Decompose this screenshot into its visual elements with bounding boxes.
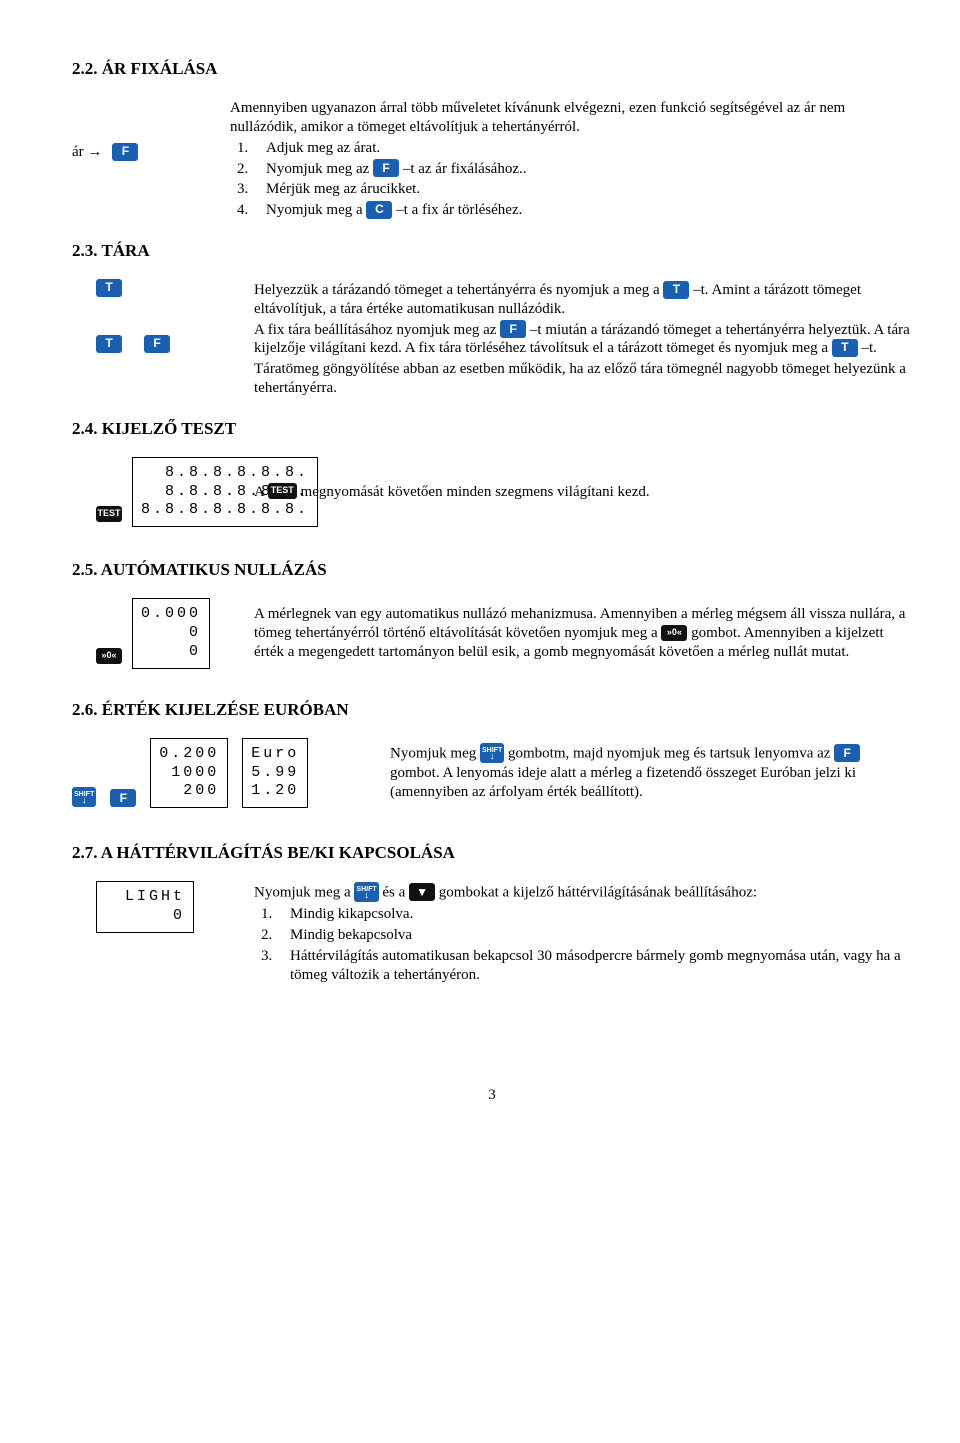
f-key-icon: F	[144, 335, 170, 353]
lcd-line: 1.20	[251, 782, 299, 801]
text: és a	[379, 885, 409, 901]
text: A fix tára beállításához nyomjuk meg az	[254, 322, 500, 338]
heading-2-3: 2.3. TÁRA	[72, 240, 912, 261]
text: gombokat a kijelz	[435, 885, 546, 901]
text: Nyomjuk meg az	[266, 161, 373, 177]
page-number: 3	[72, 1086, 912, 1105]
shift-key-icon: SHIFT↓	[72, 787, 96, 807]
section-2-2-body: Amennyiben ugyanazon árral több művelete…	[230, 97, 912, 222]
steps-list: Adjuk meg az árat. Nyomjuk meg az F –t a…	[230, 139, 912, 220]
step-4: Nyomjuk meg a C –t a fix ár törléséhez.	[252, 201, 912, 220]
heading-2-7: 2.7. A HÁTTÉRVILÁGÍTÁS BE/KI KAPCSOLÁSA	[72, 842, 912, 863]
lcd-line: 0	[189, 624, 201, 643]
lcd-line: 200	[183, 782, 219, 801]
section-2-6-body: Nyomjuk meg SHIFT↓ gombotm, majd nyomjuk…	[390, 742, 912, 804]
lcd-line: 1000	[171, 764, 219, 783]
text: en minden szegmens világítani kezd.	[428, 484, 649, 500]
f-key-icon: F	[373, 159, 399, 177]
t-key-icon: T	[96, 335, 122, 353]
lcd-line: Euro	[251, 745, 299, 764]
lcd-display: 0.000 0 0	[132, 598, 210, 668]
text: Táratömeg göngyölítése abban az esetben …	[254, 361, 520, 377]
text: Helyezzük a tárázandó tömeget a tehertán…	[254, 282, 663, 298]
lcd-line: 0.000	[141, 605, 201, 624]
text: ködik, ha az el	[528, 361, 615, 377]
text: en a mérleg nullát mutat.	[700, 644, 850, 660]
text: gombot. A lenyomás ideje alatt a mérleg …	[390, 765, 694, 781]
section-2-3-body: Helyezzük a tárázandó tömeget a tehertán…	[254, 279, 912, 400]
text: Nyomjuk meg	[390, 746, 480, 762]
lcd-line: 0	[173, 907, 185, 926]
text: megnyomását követ	[297, 484, 421, 500]
lcd-line: 5.99	[251, 764, 299, 783]
options-list: Mindig kikapcsolva. Mindig bekapcsolva H…	[254, 905, 912, 984]
lcd-line: 8.8.8.8.8.8.8.	[141, 501, 309, 520]
text: A	[254, 484, 268, 500]
f-key-icon: F	[500, 320, 526, 338]
heading-2-5: 2.5. AUTÓMATIKUS NULLÁZÁS	[72, 559, 912, 580]
step-1: Adjuk meg az árat.	[252, 139, 912, 158]
option-3: Háttérvilágítás automatikusan bekapcsol …	[276, 947, 912, 985]
text: –t.	[858, 340, 877, 356]
text: –t a fix ár törléséhez.	[392, 202, 522, 218]
shift-key-icon: SHIFT↓	[354, 882, 378, 902]
test-key-icon: TEST	[268, 483, 297, 499]
t-key-icon: T	[96, 279, 122, 297]
lcd-display: Euro 5.99 1.20	[242, 738, 308, 808]
section-2-7-body: Nyomjuk meg a SHIFT↓ és a ▼ gombokat a k…	[254, 881, 912, 986]
zero-key-icon: »0«	[661, 625, 687, 641]
text: eltávolítását követ	[426, 625, 539, 641]
lcd-display: LIGHt 0	[96, 881, 194, 933]
text: gombotm, majd nyomjuk meg és tartsuk len…	[504, 746, 834, 762]
f-key-icon: F	[110, 789, 136, 807]
heading-2-6: 2.6. ÉRTÉK KIJELZÉSE EURÓBAN	[72, 699, 912, 720]
t-key-icon: T	[663, 281, 689, 299]
step-3: Mérjük meg az árucikket.	[252, 180, 912, 199]
text: –t az ár fixálásához..	[399, 161, 526, 177]
f-key-icon: F	[834, 744, 860, 762]
section-2-5-body: A mérlegnek van egy automatikus nullázó …	[254, 603, 912, 663]
option-2: Mindig bekapcsolva	[276, 926, 912, 945]
text: en nyomjuk meg a	[546, 625, 661, 641]
heading-2-2: 2.2. ÁR FIXÁLÁSA	[72, 58, 912, 79]
text: je világítani kezd. A fix tára törléséhe…	[295, 340, 832, 356]
option-1: Mindig kikapcsolva.	[276, 905, 912, 924]
text: Nyomjuk meg a	[266, 202, 366, 218]
down-key-icon: ▼	[409, 883, 435, 901]
lcd-line: 0.200	[159, 745, 219, 764]
label-ar: ár →	[72, 143, 102, 162]
t-key-icon: T	[832, 339, 858, 357]
zero-key-icon: »0«	[96, 648, 122, 664]
text: Amennyiben ugyanazon árral több m	[230, 100, 453, 116]
text: Nyomjuk meg a	[254, 885, 354, 901]
step-2: Nyomjuk meg az F –t az ár fixálásához..	[252, 160, 912, 179]
shift-key-icon: SHIFT↓	[480, 743, 504, 763]
test-key-icon: TEST	[96, 506, 122, 522]
section-2-4-body: A TEST megnyomását követően minden szegm…	[254, 481, 912, 504]
lcd-display: 0.200 1000 200	[150, 738, 228, 808]
lcd-line: 0	[189, 643, 201, 662]
c-key-icon: C	[366, 201, 392, 219]
heading-2-4: 2.4. KIJELZŐ TESZT	[72, 418, 912, 439]
text: háttérvilágításának beállításához:	[554, 885, 757, 901]
f-key-icon: F	[112, 143, 138, 161]
lcd-line: LIGHt	[125, 888, 185, 907]
